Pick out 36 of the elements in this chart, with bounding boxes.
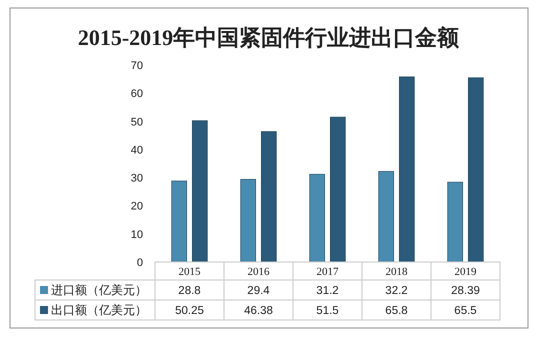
bar [468,77,484,262]
y-tick-label: 40 [130,144,143,156]
data-label: 31.2 [316,285,339,297]
x-tick-label: 2017 [316,266,339,278]
data-label: 65.5 [454,305,477,317]
bar [447,182,463,262]
x-tick-label: 2015 [178,266,201,278]
data-label: 28.39 [451,285,480,297]
data-label: 51.5 [316,305,339,317]
bar [192,120,208,262]
legend-label: 出口额（亿美元） [51,303,147,317]
bar [330,116,346,262]
y-tick-label: 10 [130,228,143,241]
x-tick-label: 2019 [454,266,477,278]
bar [378,171,394,262]
data-label: 50.25 [175,305,204,317]
bar [399,76,415,262]
bar [309,174,325,262]
data-label: 65.8 [385,305,408,317]
data-label: 29.4 [247,285,270,297]
data-label: 46.38 [244,305,273,317]
y-tick-label: 0 [136,257,143,269]
data-label: 28.8 [178,285,201,297]
legend-label: 进口额（亿美元） [51,283,147,297]
y-tick-label: 60 [130,88,143,100]
bar [171,180,187,262]
y-tick-label: 30 [130,172,143,185]
chart-title: 2015-2019年中国紧固件行业进出口金额 [78,25,460,50]
y-tick-label: 50 [130,116,143,128]
y-tick-label: 20 [130,200,143,213]
data-label: 32.2 [385,285,408,297]
bar [240,179,256,262]
y-tick-label: 70 [130,60,143,72]
bar [261,131,277,262]
x-tick-label: 2016 [248,266,270,278]
x-tick-label: 2018 [386,266,408,278]
